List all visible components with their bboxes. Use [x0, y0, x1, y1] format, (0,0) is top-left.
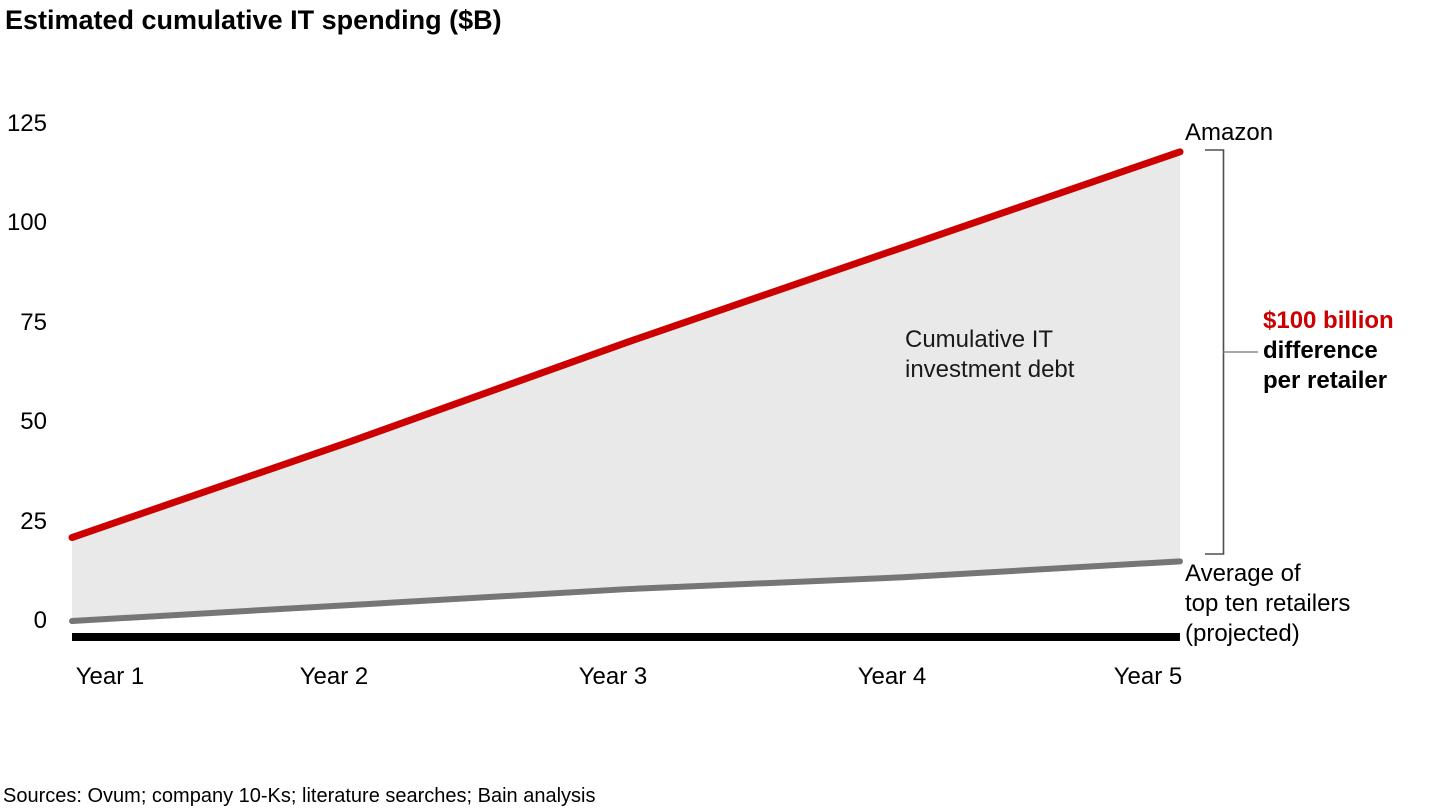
- x-tick-label-3: Year 3: [578, 663, 648, 690]
- amazon-series-label: Amazon: [1185, 119, 1274, 146]
- difference-annotation: $100 billion difference per retailer: [1263, 306, 1394, 396]
- difference-bracket: [1205, 149, 1225, 555]
- difference-text-line3: per retailer: [1263, 367, 1388, 394]
- x-tick-label-2: Year 2: [299, 663, 369, 690]
- average-series-label-line2: top ten retailers: [1185, 590, 1351, 617]
- average-series-label-line3: (projected): [1185, 620, 1300, 647]
- average-series-label-line1: Average of: [1185, 560, 1301, 587]
- average-series-label: Average of top ten retailers (projected): [1185, 559, 1350, 649]
- y-tick-label-75: 75: [20, 308, 47, 336]
- y-tick-label-50: 50: [20, 408, 47, 436]
- y-tick-label-25: 25: [20, 507, 47, 535]
- x-tick-label-5: Year 5: [1113, 663, 1183, 690]
- it-debt-area-label: Cumulative IT investment debt: [905, 325, 1074, 385]
- x-tick-label-1: Year 1: [75, 663, 145, 690]
- amazon-line: [68, 148, 1184, 542]
- x-tick-label-4: Year 4: [857, 663, 927, 690]
- it-debt-area: [72, 151, 1180, 621]
- it-debt-area-label-line2: investment debt: [905, 356, 1075, 383]
- difference-text-line2: difference: [1263, 337, 1378, 364]
- y-tick-label-100: 100: [6, 209, 47, 237]
- y-tick-label-0: 0: [33, 607, 47, 634]
- y-tick-label-125: 125: [6, 110, 47, 137]
- average-line: [69, 558, 1183, 624]
- source-note: Sources: Ovum; company 10-Ks; literature…: [3, 785, 596, 807]
- chart-title: Estimated cumulative IT spending ($B): [5, 5, 502, 35]
- it-debt-area-label-line1: Cumulative IT: [905, 326, 1054, 353]
- difference-amount-text: $100 billion: [1263, 307, 1394, 334]
